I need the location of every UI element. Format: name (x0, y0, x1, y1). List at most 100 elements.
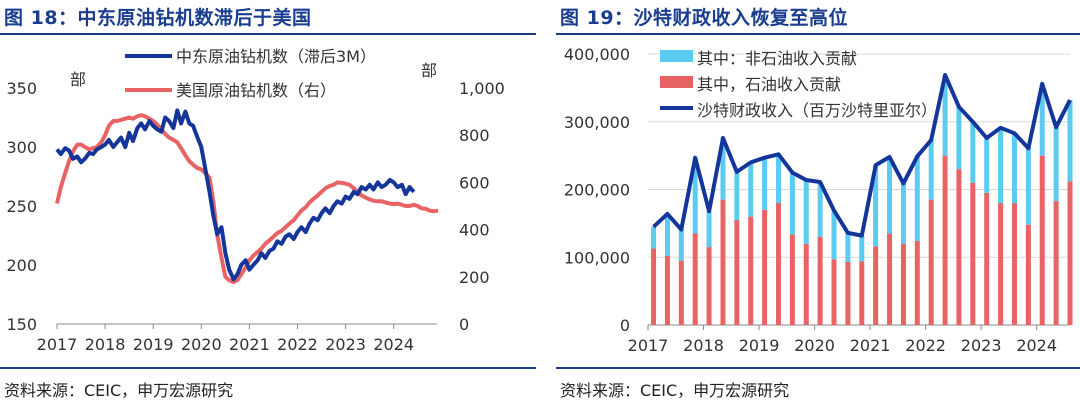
bar-non-oil-revenue (1053, 127, 1059, 202)
bar-oil-revenue (706, 247, 712, 325)
bar-non-oil-revenue (817, 182, 823, 237)
left-x-tick-label: 2023 (325, 335, 366, 354)
bar-non-oil-revenue (789, 172, 795, 235)
bar-non-oil-revenue (942, 75, 948, 156)
right-y-tick-label: 400 (459, 221, 490, 240)
total-revenue-line (652, 73, 1072, 238)
bar-oil-revenue (970, 182, 976, 325)
left-source-note: 资料来源：CEIC，申万宏源研究 (4, 381, 234, 400)
bar-oil-revenue (873, 246, 879, 325)
bar-non-oil-revenue (887, 156, 893, 234)
bar-oil-revenue (998, 203, 1004, 325)
bar-oil-revenue (887, 233, 893, 325)
right-y-tick-label: 0 (459, 315, 469, 334)
right-source-rule (556, 367, 1080, 369)
left-x-tick-label: 2022 (277, 335, 318, 354)
left-x-tick-label: 2020 (181, 335, 222, 354)
bar-non-oil-revenue (998, 127, 1004, 204)
bar-oil-revenue (900, 243, 906, 325)
bar-non-oil-revenue (748, 162, 754, 217)
bar-oil-revenue (720, 199, 726, 325)
bar-non-oil-revenue (928, 140, 934, 200)
bar-oil-revenue (762, 209, 768, 325)
bar-oil-revenue (859, 261, 865, 325)
bar-non-oil-revenue (1025, 148, 1031, 225)
right-y-tick-label: 200,000 (564, 181, 630, 200)
bar-non-oil-revenue (914, 156, 920, 241)
right-combo-chart: 0 100,000 200,000 300,000 400,000 2017 2018 201… (564, 45, 1073, 355)
bar-non-oil-revenue (1067, 100, 1073, 182)
right-axis-unit-label: 部 (421, 61, 437, 80)
bar-oil-revenue (1053, 201, 1059, 325)
right-x-tick-label: 2024 (1016, 336, 1057, 355)
bar-oil-revenue (1039, 155, 1045, 325)
left-y-tick-label: 150 (6, 315, 37, 334)
bar-non-oil-revenue (664, 213, 670, 256)
right-y-tick-label: 300,000 (564, 113, 630, 132)
bar-non-oil-revenue (956, 106, 962, 170)
bar-non-oil-revenue (1011, 133, 1017, 204)
bar-non-oil-revenue (900, 183, 906, 244)
left-x-tick-label: 2024 (373, 335, 414, 354)
left-y-tick-label: 250 (6, 197, 37, 216)
bar-non-oil-revenue (762, 157, 768, 210)
left-title-rule (0, 33, 536, 35)
bar-oil-revenue (678, 260, 684, 325)
right-y-tick-label: 100,000 (564, 248, 630, 267)
legend-swatch-oil (660, 76, 693, 88)
bar-non-oil-revenue (831, 210, 837, 260)
right-x-tick-label: 2020 (794, 336, 835, 355)
bar-non-oil-revenue (970, 121, 976, 183)
left-axis-unit-label: 部 (70, 70, 86, 89)
right-legend-label: 沙特财政收入（百万沙特里亚尔） (697, 101, 937, 120)
right-x-tick-label: 2021 (850, 336, 891, 355)
right-x-tick-label: 2022 (905, 336, 946, 355)
bar-oil-revenue (817, 236, 823, 325)
bar-non-oil-revenue (651, 226, 657, 249)
bar-oil-revenue (914, 240, 920, 325)
bar-oil-revenue (1067, 181, 1073, 325)
bar-non-oil-revenue (720, 138, 726, 200)
bar-oil-revenue (789, 234, 795, 325)
right-y-tick-label: 800 (459, 126, 490, 145)
bar-non-oil-revenue (803, 180, 809, 244)
bar-non-oil-revenue (734, 171, 740, 220)
bar-non-oil-revenue (706, 211, 712, 248)
right-figure: 图 19：沙特财政收入恢复至高位 0 100,000 200,000 300,000 4… (556, 0, 1080, 401)
right-y-tick-label: 0 (620, 316, 630, 335)
right-title-rule (556, 33, 1080, 35)
bar-oil-revenue (1025, 224, 1031, 325)
bar-non-oil-revenue (692, 157, 698, 234)
bar-oil-revenue (803, 243, 809, 325)
bar-non-oil-revenue (775, 154, 781, 204)
bar-non-oil-revenue (678, 229, 684, 261)
right-y-tick-label: 1,000 (459, 79, 505, 98)
left-figure-title: 图 18：中东原油钻机数滞后于美国 (4, 7, 312, 29)
left-series-line-0 (55, 108, 416, 282)
bar-oil-revenue (748, 216, 754, 325)
bar-oil-revenue (775, 203, 781, 325)
left-x-tick-label: 2021 (229, 335, 270, 354)
left-line-chart: 2017 2018 2019 2020 2021 2022 2023 2024 150 200 25… (6, 47, 505, 354)
left-series-line-1 (55, 113, 439, 284)
right-y-tick-label: 600 (459, 173, 490, 192)
right-x-tick-label: 2018 (683, 336, 724, 355)
bar-non-oil-revenue (845, 232, 851, 262)
left-y-tick-label: 200 (6, 256, 37, 275)
bar-non-oil-revenue (1039, 83, 1045, 156)
right-figure-title: 图 19：沙特财政收入恢复至高位 (560, 7, 849, 29)
bar-oil-revenue (928, 199, 934, 325)
left-x-tick-label: 2019 (133, 335, 174, 354)
right-source-note: 资料来源：CEIC，申万宏源研究 (560, 381, 790, 400)
left-x-tick-label: 2018 (85, 335, 126, 354)
right-x-tick-label: 2023 (961, 336, 1002, 355)
right-y-tick-label: 200 (459, 268, 490, 287)
bar-oil-revenue (1011, 203, 1017, 325)
right-legend-label: 其中，石油收入贡献 (697, 75, 841, 94)
left-x-tick-label: 2017 (37, 335, 78, 354)
left-figure: 图 18：中东原油钻机数滞后于美国 2017 2018 2019 2020 2021 20… (0, 0, 536, 401)
bar-non-oil-revenue (859, 235, 865, 262)
left-y-tick-label: 300 (6, 138, 37, 157)
left-legend-label: 美国原油钻机数（右） (176, 81, 336, 100)
bar-oil-revenue (942, 155, 948, 325)
